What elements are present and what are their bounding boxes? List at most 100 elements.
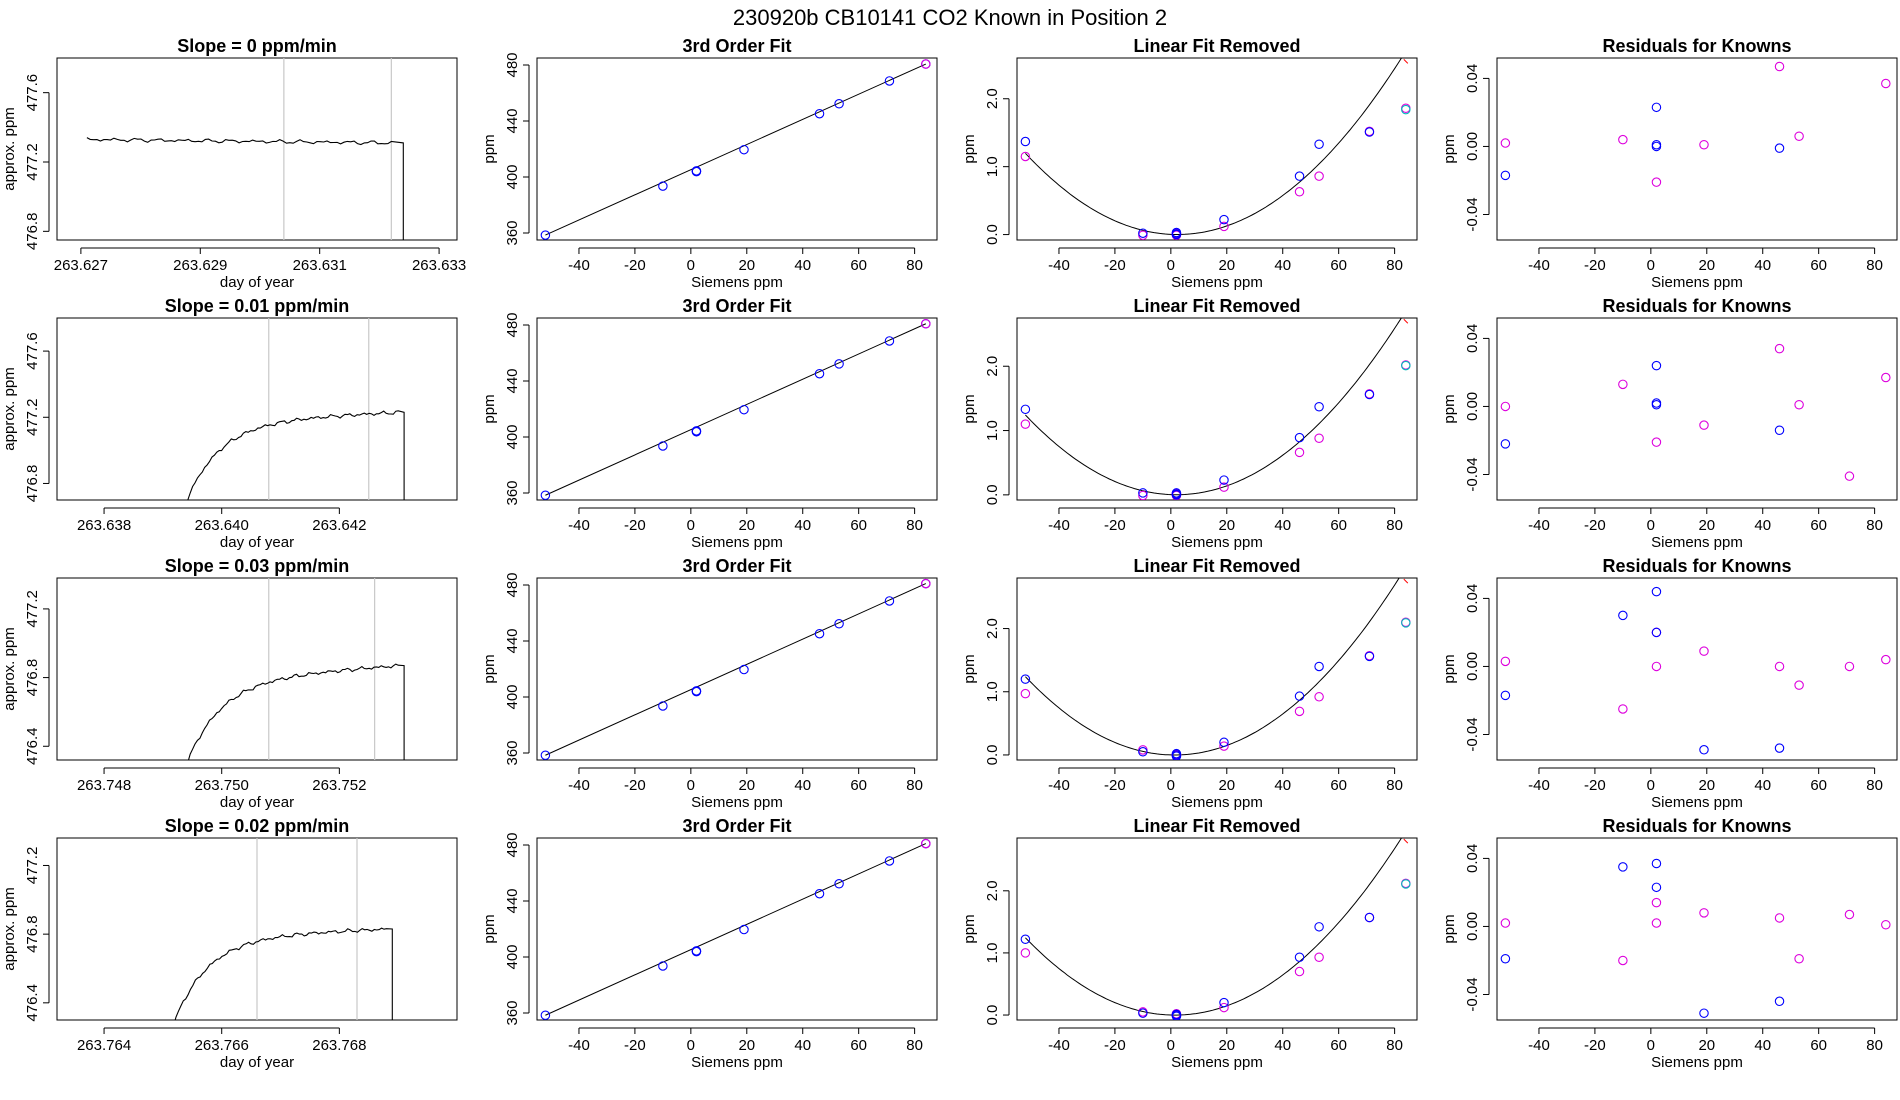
x-tick-label: 263.752 [312, 777, 366, 794]
known-residual-blue [1651, 102, 1662, 113]
y-tick-label: 0.0 [984, 745, 1001, 766]
plot-frame [56, 577, 458, 761]
fit-line [545, 583, 927, 756]
x-tick-label: 20 [738, 1037, 755, 1054]
plot-frame [1016, 577, 1418, 761]
x-axis-label: Siemens ppm [1651, 794, 1743, 811]
panel-fit-2: 3rd Order Fit Siemens ppm ppm -40 -20 0 20 40 60… [481, 296, 938, 551]
known-residual-blue [1774, 143, 1785, 153]
x-tick-label: -40 [1528, 1037, 1550, 1054]
plot-area [1020, 578, 1411, 760]
y-axis-label: ppm [481, 394, 498, 423]
x-axis-label: Siemens ppm [1651, 534, 1743, 551]
plot-area [187, 318, 405, 500]
x-tick-label: -40 [568, 257, 590, 274]
quadratic-curve [1025, 838, 1403, 1016]
y-tick-label: 480 [504, 312, 521, 337]
known-residual-magenta [1794, 399, 1804, 410]
plot-area [1020, 318, 1411, 500]
y-axis-label: ppm [1441, 654, 1458, 683]
panel-linfit-4: Linear Fit Removed Siemens ppm ppm -40 -20 0 2… [961, 816, 1418, 1071]
x-tick-label: -40 [1528, 257, 1550, 274]
x-tick-label: -20 [1104, 777, 1126, 794]
panel-title: Residuals for Knowns [1602, 556, 1791, 576]
fit-point [658, 701, 668, 711]
known-residual-blue [1500, 439, 1511, 449]
fit-point [814, 628, 825, 639]
known-residual-magenta [1699, 908, 1709, 918]
y-axis-label: approx. ppm [1, 107, 18, 190]
panel-fit-4: 3rd Order Fit Siemens ppm ppm -40 -20 0 20 40 60… [481, 816, 938, 1071]
x-tick-label: 263.633 [412, 257, 466, 274]
plot-frame [1496, 57, 1898, 241]
plot-area [540, 59, 931, 240]
x-tick-label: 263.627 [54, 257, 108, 274]
panel-residuals-2: Residuals for Knowns Siemens ppm ppm -40 -20… [1441, 296, 1898, 551]
y-tick-label: -0.04 [1464, 457, 1481, 491]
x-tick-label: 0 [687, 1037, 695, 1054]
panel-linfit-2: Linear Fit Removed Siemens ppm ppm -40 -20 0 2… [961, 296, 1418, 551]
panel-timeseries-4: Slope = 0.02 ppm/min day of year approx. p… [1, 816, 458, 1071]
analyzer-trace [187, 410, 405, 500]
panel-timeseries-3: Slope = 0.03 ppm/min day of year approx. p… [1, 556, 458, 811]
x-tick-label: -20 [1104, 1037, 1126, 1054]
panel-timeseries-2: Slope = 0.01 ppm/min day of year approx. p… [1, 296, 458, 551]
x-tick-label: 80 [1386, 1037, 1403, 1054]
y-tick-label: 2.0 [984, 356, 1001, 377]
y-axis-label: ppm [961, 654, 978, 683]
x-tick-label: 263.766 [195, 1037, 249, 1054]
x-tick-label: 40 [794, 777, 811, 794]
fit-point [834, 359, 844, 369]
y-axis-label: ppm [961, 134, 978, 163]
residual-point-blue [1138, 488, 1148, 498]
analyzer-trace [86, 137, 404, 240]
x-tick-label: 0 [1647, 257, 1655, 274]
plot-frame [1016, 317, 1418, 501]
known-residual-magenta [1651, 661, 1662, 672]
x-tick-label: -20 [1584, 257, 1606, 274]
x-tick-label: 60 [1330, 257, 1347, 274]
fit-point [540, 490, 551, 500]
x-tick-label: 60 [1330, 1037, 1347, 1054]
residual-point-magenta [1138, 490, 1148, 500]
x-tick-label: 20 [1218, 777, 1235, 794]
residual-point-magenta [1314, 433, 1324, 444]
known-residual-magenta [1651, 437, 1662, 447]
x-tick-label: -20 [1584, 1037, 1606, 1054]
panel-title: Residuals for Knowns [1602, 36, 1791, 56]
x-tick-label: 20 [1218, 1037, 1235, 1054]
x-tick-label: 20 [1218, 257, 1235, 274]
fit-point [739, 664, 749, 675]
residual-point-blue [1294, 171, 1305, 181]
panel-linfit-3: Linear Fit Removed Siemens ppm ppm -40 -20 0 2… [961, 556, 1418, 811]
y-tick-label: 480 [504, 832, 521, 857]
x-tick-label: 0 [687, 777, 695, 794]
residual-point-blue [1364, 651, 1375, 662]
y-tick-label: 1.0 [984, 156, 1001, 177]
plot-frame [536, 577, 938, 761]
plot-frame [536, 317, 938, 501]
plot-area [540, 318, 931, 500]
known-residual-magenta [1774, 343, 1785, 354]
known-residual-magenta [1500, 656, 1511, 667]
residual-point-blue [1020, 674, 1031, 684]
fit-point [691, 166, 702, 176]
x-tick-label: -20 [1584, 777, 1606, 794]
x-tick-label: 40 [1274, 517, 1291, 534]
y-tick-label: 440 [504, 888, 521, 913]
plot-frame [536, 57, 938, 241]
plot-area [1500, 586, 1891, 755]
residual-point-blue [1020, 404, 1031, 415]
residual-point-magenta [1294, 706, 1305, 717]
plot-area [86, 58, 404, 240]
x-tick-label: 20 [1698, 777, 1715, 794]
x-tick-label: 0 [687, 257, 695, 274]
panel-title: Slope = 0.02 ppm/min [165, 816, 350, 836]
residual-point-blue [1314, 139, 1324, 149]
y-tick-label: 0.0 [984, 1005, 1001, 1026]
known-residual-magenta [1699, 420, 1709, 430]
y-axis-label: approx. ppm [1, 367, 18, 450]
fit-point-magenta [921, 838, 931, 849]
fit-point [691, 946, 702, 956]
